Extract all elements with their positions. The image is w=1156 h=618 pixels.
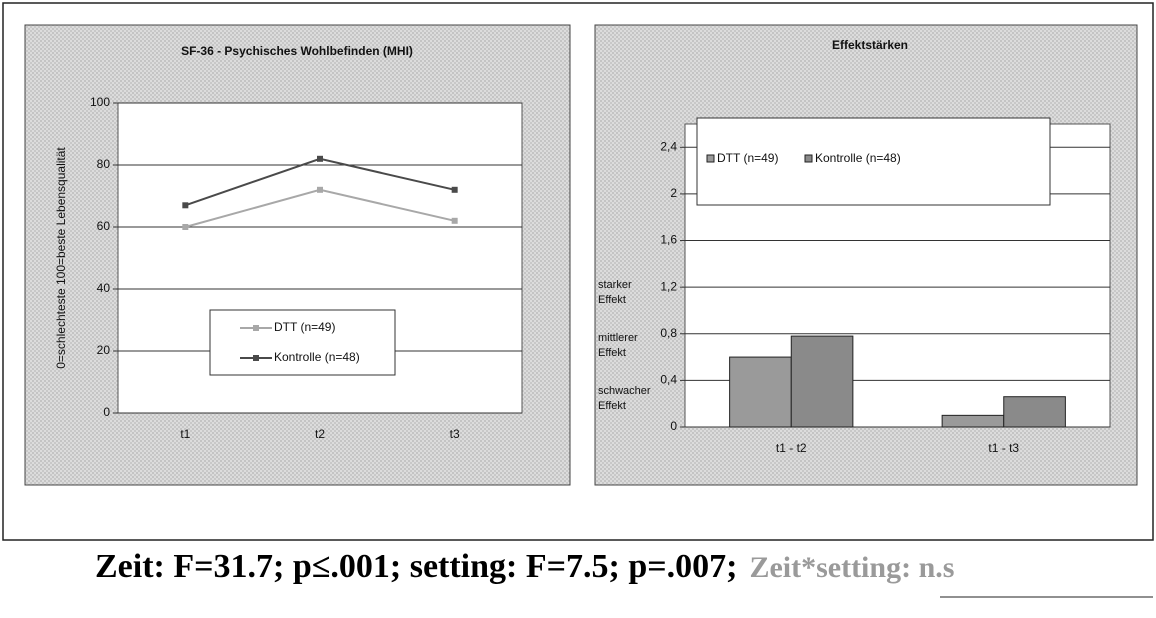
footer-text: Zeit: F=31.7; p≤.001; setting: F=7.5; p=… <box>95 548 738 585</box>
marker <box>182 202 189 209</box>
y-tick-label: 0,4 <box>660 373 677 387</box>
y-tick-label: 100 <box>90 95 110 109</box>
footer: Zeit: F=31.7; p≤.001; setting: F=7.5; p=… <box>95 548 954 586</box>
legend-marker <box>253 325 259 331</box>
annotation: starker Effekt <box>598 279 632 306</box>
annotation: mittlerer Effekt <box>598 332 638 359</box>
y-tick-label: 20 <box>97 343 111 357</box>
footer-note: Zeit*setting: n.s <box>749 551 955 584</box>
bar <box>729 356 792 428</box>
legend-label: DTT (n=49) <box>274 320 335 334</box>
legend <box>209 309 396 376</box>
y-tick-label: 80 <box>97 157 111 171</box>
marker <box>317 155 323 162</box>
marker <box>317 186 323 193</box>
bar <box>1003 396 1066 428</box>
marker <box>182 224 189 230</box>
chart-title: Effektstärken <box>832 38 908 52</box>
marker <box>451 217 458 224</box>
y-tick-label: 60 <box>97 219 111 233</box>
legend-label: Kontrolle (n=48) <box>274 350 360 364</box>
bar <box>790 335 854 428</box>
chart-title: SF-36 - Psychisches Wohlbefinden (MHI) <box>181 44 413 58</box>
y-tick-label: 2 <box>670 186 677 200</box>
legend-swatch <box>706 154 715 163</box>
y-tick-label: 1,6 <box>660 233 677 247</box>
legend-label: Kontrolle (n=48) <box>815 151 901 165</box>
y-tick-label: 0 <box>103 405 110 419</box>
x-tick-label: t3 <box>450 427 460 441</box>
y-tick-label: 0,8 <box>660 326 677 340</box>
legend <box>696 117 1051 206</box>
frame <box>2 2 1154 541</box>
y-tick-label: 1,2 <box>660 279 677 293</box>
legend-label: DTT (n=49) <box>717 151 778 165</box>
annotation: schwacher Effekt <box>598 385 651 412</box>
marker <box>451 186 458 193</box>
x-tick-label: t1 - t2 <box>776 441 807 455</box>
x-tick-label: t1 <box>180 427 190 441</box>
y-tick-label: 40 <box>97 281 111 295</box>
y-axis-label: 0=schlechteste 100=beste Lebensqualität <box>54 147 68 369</box>
x-tick-label: t2 <box>315 427 325 441</box>
y-tick-label: 0 <box>670 419 677 433</box>
legend-swatch <box>804 154 813 163</box>
y-tick-label: 2,4 <box>660 139 677 153</box>
x-tick-label: t1 - t3 <box>988 441 1019 455</box>
legend-marker <box>253 355 259 361</box>
bar <box>941 414 1005 428</box>
